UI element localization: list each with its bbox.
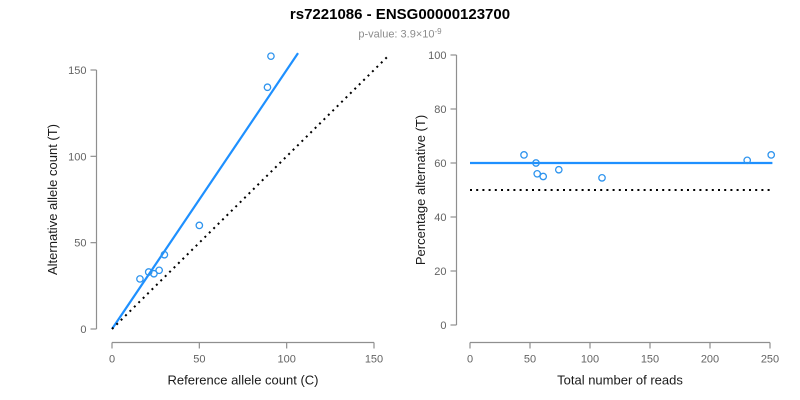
data-point xyxy=(144,268,153,276)
data-point xyxy=(520,151,528,159)
y-tick-label: 100 xyxy=(68,151,86,163)
data-point xyxy=(150,269,158,278)
x-tick-label: 0 xyxy=(467,354,473,366)
data-point xyxy=(155,266,164,275)
data-point xyxy=(532,159,540,167)
data-point xyxy=(263,83,272,92)
y-axis-title: Percentage alternative (T) xyxy=(413,115,428,265)
data-point xyxy=(533,169,542,178)
x-tick-label: 50 xyxy=(524,354,536,366)
reference-line xyxy=(111,55,389,330)
x-tick-label: 200 xyxy=(701,354,719,366)
x-tick-label: 0 xyxy=(109,354,115,366)
data-point xyxy=(598,174,606,182)
data-point xyxy=(743,156,752,165)
data-point xyxy=(554,165,563,174)
y-tick-label: 150 xyxy=(68,65,86,77)
fit-line xyxy=(111,52,299,330)
figure-subtitle: p-value: 3.9×10-9 xyxy=(0,26,800,41)
y-axis-title: Alternative allele count (T) xyxy=(45,124,60,275)
x-tick-label: 150 xyxy=(365,354,383,366)
y-tick-label: 80 xyxy=(434,104,446,116)
y-tick-label: 0 xyxy=(80,324,86,336)
y-tick-label: 0 xyxy=(440,320,446,332)
figure-title: rs7221086 - ENSG00000123700 xyxy=(289,6,511,23)
y-tick-label: 60 xyxy=(434,158,446,170)
panel-left: 0 50 100 150 0 50 100 150 Reference allele count… xyxy=(45,52,389,388)
data-point xyxy=(539,172,548,181)
y-tick-label: 20 xyxy=(434,266,446,278)
x-axis-title: Total number of reads xyxy=(557,373,683,388)
data-point xyxy=(136,275,144,283)
data-point xyxy=(267,52,275,61)
panel-right: 0 20 40 60 80 100 0 50 100 150 200 250 Total number … xyxy=(413,50,779,388)
x-axis-title: Reference allele count (C) xyxy=(167,373,318,388)
x-tick-label: 250 xyxy=(761,354,779,366)
data-point xyxy=(160,250,169,259)
x-tick-label: 100 xyxy=(581,354,599,366)
x-tick-label: 50 xyxy=(193,354,205,366)
x-tick-label: 100 xyxy=(277,354,295,366)
data-points xyxy=(520,151,776,182)
y-tick-label: 100 xyxy=(428,50,446,62)
data-point xyxy=(767,151,776,159)
y-tick-label: 50 xyxy=(74,238,86,250)
data-point xyxy=(195,221,204,230)
pvalue-exponent: -9 xyxy=(434,27,442,36)
y-tick-label: 40 xyxy=(434,212,446,224)
data-points xyxy=(136,52,275,283)
x-tick-label: 150 xyxy=(641,354,659,366)
pvalue-text: p-value: 3.9×10 xyxy=(358,28,435,41)
